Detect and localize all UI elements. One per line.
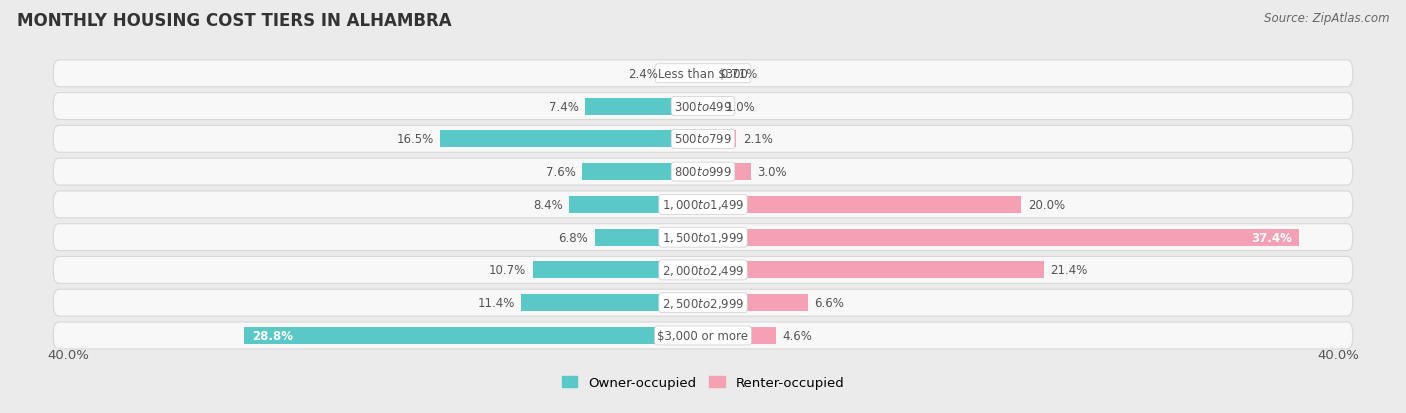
Text: 10.7%: 10.7% xyxy=(489,264,526,277)
Legend: Owner-occupied, Renter-occupied: Owner-occupied, Renter-occupied xyxy=(557,371,849,394)
FancyBboxPatch shape xyxy=(53,192,1353,218)
Bar xyxy=(533,262,703,279)
Text: 7.6%: 7.6% xyxy=(546,166,575,179)
Text: 11.4%: 11.4% xyxy=(478,297,515,309)
Text: MONTHLY HOUSING COST TIERS IN ALHAMBRA: MONTHLY HOUSING COST TIERS IN ALHAMBRA xyxy=(17,12,451,30)
Text: $1,000 to $1,499: $1,000 to $1,499 xyxy=(662,198,744,212)
FancyBboxPatch shape xyxy=(53,322,1353,349)
Text: $300 to $499: $300 to $499 xyxy=(673,100,733,113)
Bar xyxy=(522,294,703,311)
Bar xyxy=(703,196,1022,214)
Text: $2,000 to $2,499: $2,000 to $2,499 xyxy=(662,263,744,277)
FancyBboxPatch shape xyxy=(53,93,1353,120)
Text: 2.1%: 2.1% xyxy=(742,133,773,146)
Text: 40.0%: 40.0% xyxy=(46,348,89,361)
Text: 0.71%: 0.71% xyxy=(721,68,758,81)
Text: 7.4%: 7.4% xyxy=(548,100,579,113)
Text: 20.0%: 20.0% xyxy=(1028,198,1064,211)
Text: 3.0%: 3.0% xyxy=(758,166,787,179)
Bar xyxy=(585,98,703,115)
Text: Source: ZipAtlas.com: Source: ZipAtlas.com xyxy=(1264,12,1389,25)
Text: $3,000 or more: $3,000 or more xyxy=(658,329,748,342)
FancyBboxPatch shape xyxy=(53,126,1353,153)
FancyBboxPatch shape xyxy=(53,61,1353,88)
Text: 8.4%: 8.4% xyxy=(533,198,562,211)
Bar xyxy=(703,294,808,311)
Text: 16.5%: 16.5% xyxy=(396,133,434,146)
Bar xyxy=(703,164,751,180)
Bar xyxy=(595,229,703,246)
Bar xyxy=(569,196,703,214)
FancyBboxPatch shape xyxy=(53,257,1353,284)
Text: 21.4%: 21.4% xyxy=(1050,264,1087,277)
Text: 6.8%: 6.8% xyxy=(558,231,588,244)
Bar xyxy=(703,229,1299,246)
Bar xyxy=(703,131,737,148)
Text: 37.4%: 37.4% xyxy=(1251,231,1292,244)
Text: $2,500 to $2,999: $2,500 to $2,999 xyxy=(662,296,744,310)
Bar xyxy=(440,131,703,148)
Bar xyxy=(703,98,718,115)
Text: 2.4%: 2.4% xyxy=(628,68,658,81)
FancyBboxPatch shape xyxy=(53,159,1353,185)
Bar xyxy=(582,164,703,180)
Text: 40.0%: 40.0% xyxy=(1317,348,1360,361)
Text: 1.0%: 1.0% xyxy=(725,100,755,113)
Bar xyxy=(703,66,714,83)
Bar xyxy=(703,262,1043,279)
Text: 4.6%: 4.6% xyxy=(783,329,813,342)
Text: 28.8%: 28.8% xyxy=(252,329,294,342)
Text: $800 to $999: $800 to $999 xyxy=(673,166,733,179)
Text: Less than $300: Less than $300 xyxy=(658,68,748,81)
FancyBboxPatch shape xyxy=(53,290,1353,316)
Text: $500 to $799: $500 to $799 xyxy=(673,133,733,146)
Bar xyxy=(245,327,703,344)
Bar xyxy=(703,327,776,344)
FancyBboxPatch shape xyxy=(53,224,1353,251)
Text: 6.6%: 6.6% xyxy=(814,297,845,309)
Text: $1,500 to $1,999: $1,500 to $1,999 xyxy=(662,230,744,244)
Bar xyxy=(665,66,703,83)
